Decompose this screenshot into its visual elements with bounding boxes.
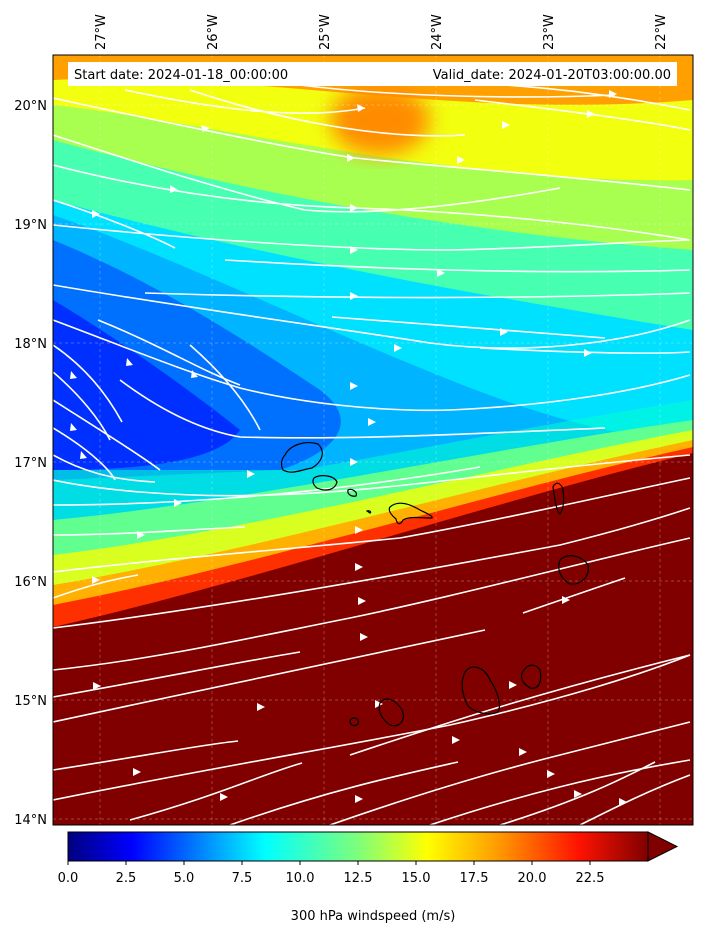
colorbar-tick-label: 5.0 (174, 871, 195, 886)
island-santa-luzia (347, 488, 357, 497)
island-brava (349, 717, 359, 727)
lon-label-24w: 24°W (430, 14, 445, 50)
lat-label-14n: 14°N (14, 813, 47, 828)
colorbar-ticks: 0.0 2.5 5.0 7.5 10.0 12.5 15.0 17.5 20.0 22.5 (58, 861, 605, 886)
colorbar-tick-label: 0.0 (58, 871, 79, 886)
lon-label-25w: 25°W (318, 14, 333, 50)
colorbar-tick-label: 17.5 (460, 871, 489, 886)
island-raso (365, 510, 372, 514)
island-sal (552, 482, 565, 515)
island-santo-antao (280, 442, 323, 473)
longitude-labels: 27°W 26°W 25°W 24°W 23°W 22°W (94, 14, 669, 50)
island-fogo (378, 698, 404, 727)
colorbar-tick-label: 10.0 (286, 871, 315, 886)
island-maio (520, 664, 542, 689)
coastline (280, 442, 589, 727)
lon-label-22w: 22°W (654, 14, 669, 50)
colorbar-tick-label: 7.5 (232, 871, 253, 886)
lon-label-27w: 27°W (94, 14, 109, 50)
lat-label-19n: 19°N (14, 218, 47, 233)
island-sao-vicente (312, 475, 338, 491)
windspeed-max-patch (330, 85, 430, 155)
island-boa-vista (558, 555, 589, 585)
colorbar-tick-label: 20.0 (518, 871, 547, 886)
colorbar-gradient (68, 832, 648, 861)
colorbar-tick-label: 12.5 (344, 871, 373, 886)
colorbar-extend-arrow (647, 831, 679, 862)
colorbar-tick-label: 15.0 (402, 871, 431, 886)
start-date-label: Start date: 2024-01-18_00:00:00 (74, 68, 288, 83)
info-box (68, 62, 677, 86)
colorbar: 0.0 2.5 5.0 7.5 10.0 12.5 15.0 17.5 20.0 22.5 300… (58, 831, 679, 924)
colorbar-tick-label: 2.5 (116, 871, 137, 886)
latitude-labels: 20°N 19°N 18°N 17°N 16°N 15°N 14°N (14, 99, 47, 828)
windspeed-band-darkblue (53, 300, 240, 470)
island-santiago (461, 666, 501, 715)
colorbar-tick-label: 22.5 (576, 871, 605, 886)
lon-label-23w: 23°W (542, 14, 557, 50)
graticule (53, 55, 693, 825)
lat-label-20n: 20°N (14, 99, 47, 114)
plot-frame (52, 54, 694, 826)
colorbar-label: 300 hPa windspeed (m/s) (291, 909, 456, 924)
valid-date-label: Valid_date: 2024-01-20T03:00:00.00 (433, 68, 671, 83)
wind-field (53, 55, 693, 825)
lon-label-26w: 26°W (206, 14, 221, 50)
lat-label-15n: 15°N (14, 694, 47, 709)
island-sao-nicolau (388, 502, 433, 525)
lat-label-16n: 16°N (14, 575, 47, 590)
lat-label-18n: 18°N (14, 337, 47, 352)
streamline-arrows (70, 90, 627, 806)
lat-label-17n: 17°N (14, 456, 47, 471)
windspeed-band-darkred (53, 453, 693, 825)
